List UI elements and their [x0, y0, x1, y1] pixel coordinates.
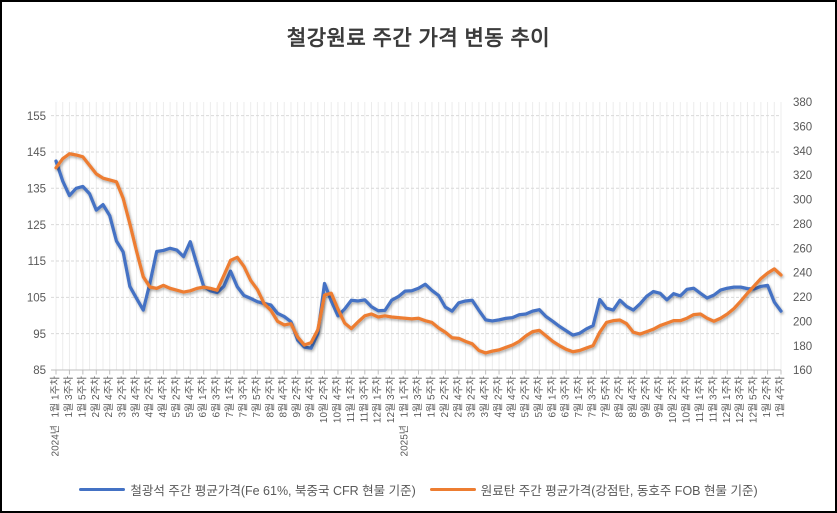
y-left-tick-label: 95 — [33, 329, 46, 341]
x-tick-label: 4월 4주차 — [506, 376, 518, 418]
x-tick-label: 1월 5주차 — [425, 376, 437, 418]
x-tick-label: 10월 4주차 — [331, 376, 343, 423]
y-left-tick-label: 145 — [27, 147, 46, 159]
x-year-label: 2024년 — [50, 425, 62, 456]
x-tick-label: 8월 2주차 — [613, 376, 625, 418]
y-right-tick-label: 200 — [793, 316, 812, 328]
x-tick-label: 9월 4주차 — [305, 376, 317, 418]
x-tick-label: 1월 2주차 — [761, 376, 773, 418]
y-right-tick-label: 240 — [793, 268, 812, 280]
x-tick-label: 6월 1주차 — [546, 376, 558, 418]
x-tick-label: 6월 3주차 — [560, 376, 572, 418]
horizontal-gridlines — [51, 115, 781, 335]
x-tick-label: 1월 4주차 — [775, 376, 787, 418]
legend-item-coking-coal: 원료탄 주간 평균가격(강점탄, 동호주 FOB 현물 기준) — [429, 480, 758, 499]
x-tick-label: 3월 4주차 — [479, 376, 491, 418]
x-axis-year-labels: 2024년 2025년 — [50, 425, 411, 456]
x-tick-label: 9월 2주차 — [640, 376, 652, 418]
x-tick-label: 6월 1주차 — [197, 376, 209, 418]
y-left-tick-label: 105 — [27, 292, 46, 304]
legend: 철광석 주간 평균가격(Fe 61%, 북중국 CFR 현물 기준) 원료탄 주… — [2, 480, 835, 499]
x-tick-label: 10월 2주차 — [667, 376, 679, 423]
x-tick-label: 1월 1주차 — [399, 376, 411, 418]
y-right-tick-label: 220 — [793, 292, 812, 304]
x-tick-label: 11월 1주차 — [694, 376, 706, 422]
x-tick-label: 11월 1주차 — [345, 376, 357, 422]
y-axis-right-labels: 380 360 340 320 300 280 260 240 220 200 180 160 — [793, 97, 812, 377]
x-tick-label: 3월 4주차 — [130, 376, 142, 418]
y-right-tick-label: 380 — [793, 97, 812, 109]
x-tick-label: 12월 1주차 — [721, 376, 733, 423]
x-tick-label: 7월 5주차 — [251, 376, 263, 418]
x-tick-label: 1월 5주차 — [76, 376, 88, 418]
iron-ore-line-swatch — [79, 487, 126, 492]
x-tick-label: 7월 3주차 — [237, 376, 249, 418]
y-right-tick-label: 360 — [793, 122, 812, 134]
x-tick-label: 2월 4주차 — [103, 376, 115, 418]
x-tick-label: 12월 5주차 — [748, 376, 760, 423]
x-tick-label: 2월 2주차 — [439, 376, 451, 418]
coking-coal-series-line — [54, 152, 783, 355]
legend-label-iron-ore: 철광석 주간 평균가격(Fe 61%, 북중국 CFR 현물 기준) — [130, 484, 416, 498]
x-tick-label: 8월 4주차 — [278, 376, 290, 418]
x-tick-label: 6월 3주차 — [211, 376, 223, 418]
x-tick-label: 12월 3주차 — [385, 376, 397, 423]
x-tick-label: 10월 4주차 — [681, 376, 693, 423]
x-tick-label: 11월 3주차 — [707, 376, 719, 422]
x-tick-label: 3월 2주차 — [117, 376, 129, 418]
x-tick-label: 4월 4주차 — [157, 376, 169, 418]
x-tick-label: 1월 3주차 — [412, 376, 424, 418]
y-left-tick-label: 155 — [27, 111, 46, 123]
x-tick-label: 1월 3주차 — [63, 376, 75, 418]
x-tick-label: 8월 4주차 — [627, 376, 639, 418]
x-tick-label: 9월 4주차 — [654, 376, 666, 418]
iron-ore-series-line — [54, 159, 783, 350]
legend-item-iron-ore: 철광석 주간 평균가격(Fe 61%, 북중국 CFR 현물 기준) — [79, 480, 416, 499]
chart-title: 철강원료 주간 가격 변동 추이 — [286, 27, 551, 50]
x-year-label: 2025년 — [399, 425, 411, 456]
y-left-tick-label: 125 — [27, 220, 46, 232]
y-axis-left-labels: 155 145 135 125 115 105 95 85 — [27, 111, 46, 377]
y-right-tick-label: 180 — [793, 341, 812, 353]
x-tick-label: 8월 2주차 — [264, 376, 276, 418]
x-tick-label: 5월 4주차 — [533, 376, 545, 418]
y-left-tick-label: 135 — [27, 183, 46, 195]
x-tick-label: 4월 2주차 — [493, 376, 505, 418]
x-tick-label: 3월 2주차 — [466, 376, 478, 418]
x-tick-label: 9월 2주차 — [291, 376, 303, 418]
x-tick-label: 7월 3주차 — [587, 376, 599, 418]
y-right-tick-label: 300 — [793, 195, 812, 207]
x-tick-label: 5월 2주차 — [170, 376, 182, 418]
y-left-tick-label: 115 — [28, 256, 46, 268]
y-right-tick-label: 260 — [793, 243, 812, 255]
x-tick-label: 11월 3주차 — [358, 376, 370, 422]
coking-coal-line-swatch — [429, 487, 476, 492]
x-tick-label: 10월 2주차 — [318, 376, 330, 423]
y-right-tick-label: 340 — [793, 146, 812, 158]
x-tick-label: 1월 1주차 — [50, 376, 62, 418]
x-tick-label: 4월 2주차 — [143, 376, 155, 418]
x-tick-label: 5월 4주차 — [184, 376, 196, 418]
legend-label-coking-coal: 원료탄 주간 평균가격(강점탄, 동호주 FOB 현물 기준) — [480, 484, 758, 498]
x-tick-label: 2월 4주차 — [452, 376, 464, 418]
x-tick-label: 7월 1주차 — [573, 376, 585, 418]
x-tick-label: 12월 3주차 — [734, 376, 746, 423]
vertical-category-gridlines — [55, 102, 782, 370]
y-right-tick-label: 160 — [793, 365, 812, 377]
y-left-tick-label: 85 — [33, 365, 46, 377]
x-tick-label: 5월 2주차 — [519, 376, 531, 418]
x-axis-tick-labels: 1월 1주차 1월 3주차 1월 5주차 2월 2주차 2월 4주차 3월 2주차 3월 4… — [50, 376, 787, 423]
x-axis — [51, 369, 782, 375]
x-tick-label: 12월 1주차 — [372, 376, 384, 423]
x-tick-label: 2월 2주차 — [90, 376, 102, 418]
x-tick-label: 7월 5주차 — [600, 376, 612, 418]
x-tick-label: 7월 1주차 — [224, 376, 236, 418]
y-right-tick-label: 280 — [793, 219, 812, 231]
y-right-tick-label: 320 — [793, 170, 812, 182]
